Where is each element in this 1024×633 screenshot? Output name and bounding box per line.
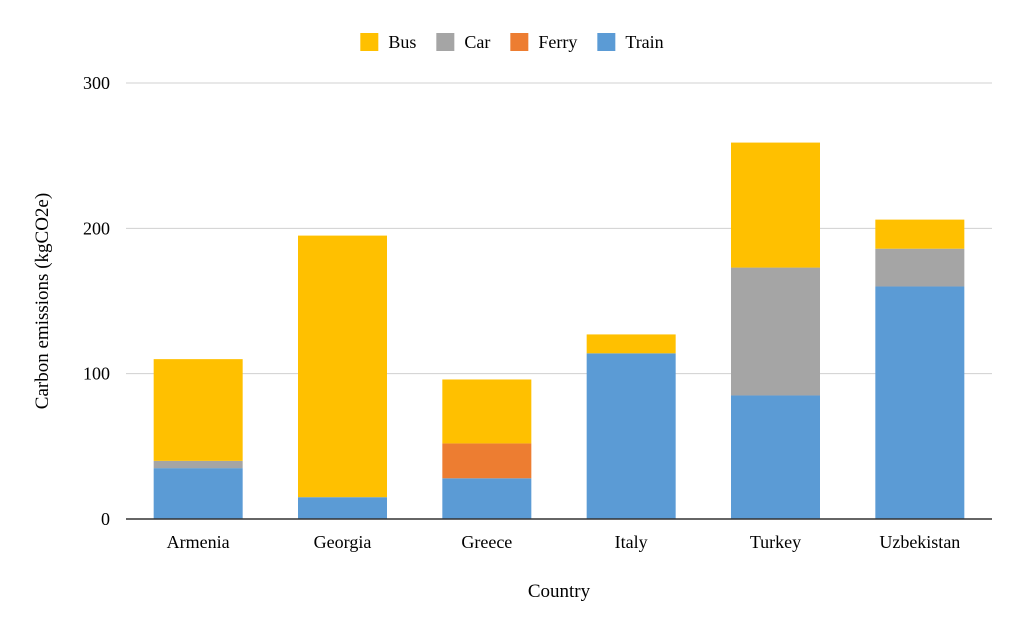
x-axis-title: Country: [528, 581, 591, 602]
legend-swatch: [597, 33, 616, 51]
bar-train-turkey: [731, 395, 820, 519]
bar-train-greece: [442, 478, 532, 519]
bar-stack-uzbekistan: [875, 219, 965, 519]
legend-swatch: [510, 33, 529, 51]
bar-stack-turkey: [731, 142, 820, 519]
bar-car-uzbekistan: [875, 248, 965, 287]
bar-stack-georgia: [298, 235, 387, 519]
legend-swatch: [360, 33, 379, 51]
legend-item-bus: Bus: [360, 32, 416, 52]
bar-stack-armenia: [153, 359, 243, 519]
bars: [153, 142, 965, 519]
bar-train-italy: [586, 353, 676, 519]
x-tick-label: Uzbekistan: [879, 532, 960, 552]
y-tick-label: 200: [83, 218, 110, 238]
gridlines: [126, 82, 992, 375]
x-tick-label: Italy: [615, 532, 648, 552]
legend-item-train: Train: [597, 32, 664, 52]
bar-ferry-greece: [442, 443, 532, 479]
bar-bus-georgia: [298, 235, 387, 498]
legend-item-ferry: Ferry: [510, 32, 577, 52]
y-tick-label: 300: [83, 73, 110, 93]
x-tick-label: Greece: [461, 532, 512, 552]
y-tick-label: 100: [83, 364, 110, 384]
legend-label: Ferry: [538, 32, 577, 52]
y-axis-ticks: 0 100 200 300: [83, 73, 110, 529]
y-axis-title: Carbon emissions (kgCO2e): [32, 193, 53, 409]
bar-car-turkey: [731, 267, 820, 396]
legend-item-car: Car: [436, 32, 490, 52]
x-tick-label: Armenia: [167, 532, 230, 552]
bar-bus-uzbekistan: [875, 219, 965, 249]
x-axis-ticks: Armenia Georgia Greece Italy Turkey Uzbekista…: [167, 532, 961, 552]
bar-bus-greece: [442, 379, 532, 444]
legend-swatch: [436, 33, 455, 51]
bar-stack-greece: [442, 379, 532, 519]
legend: Bus Car Ferry Train: [360, 32, 664, 52]
legend-label: Train: [625, 32, 663, 52]
bar-train-georgia: [298, 497, 387, 519]
legend-label: Car: [464, 32, 490, 52]
bar-car-armenia: [153, 460, 243, 469]
x-tick-label: Turkey: [750, 532, 801, 552]
legend-label: Bus: [388, 32, 416, 52]
x-tick-label: Georgia: [314, 532, 372, 552]
bar-bus-italy: [586, 334, 676, 354]
bar-train-armenia: [153, 468, 243, 519]
y-tick-label: 0: [101, 509, 110, 529]
bar-stack-italy: [586, 334, 676, 519]
bar-bus-armenia: [153, 359, 243, 461]
bar-bus-turkey: [731, 142, 820, 268]
bar-train-uzbekistan: [875, 286, 965, 519]
